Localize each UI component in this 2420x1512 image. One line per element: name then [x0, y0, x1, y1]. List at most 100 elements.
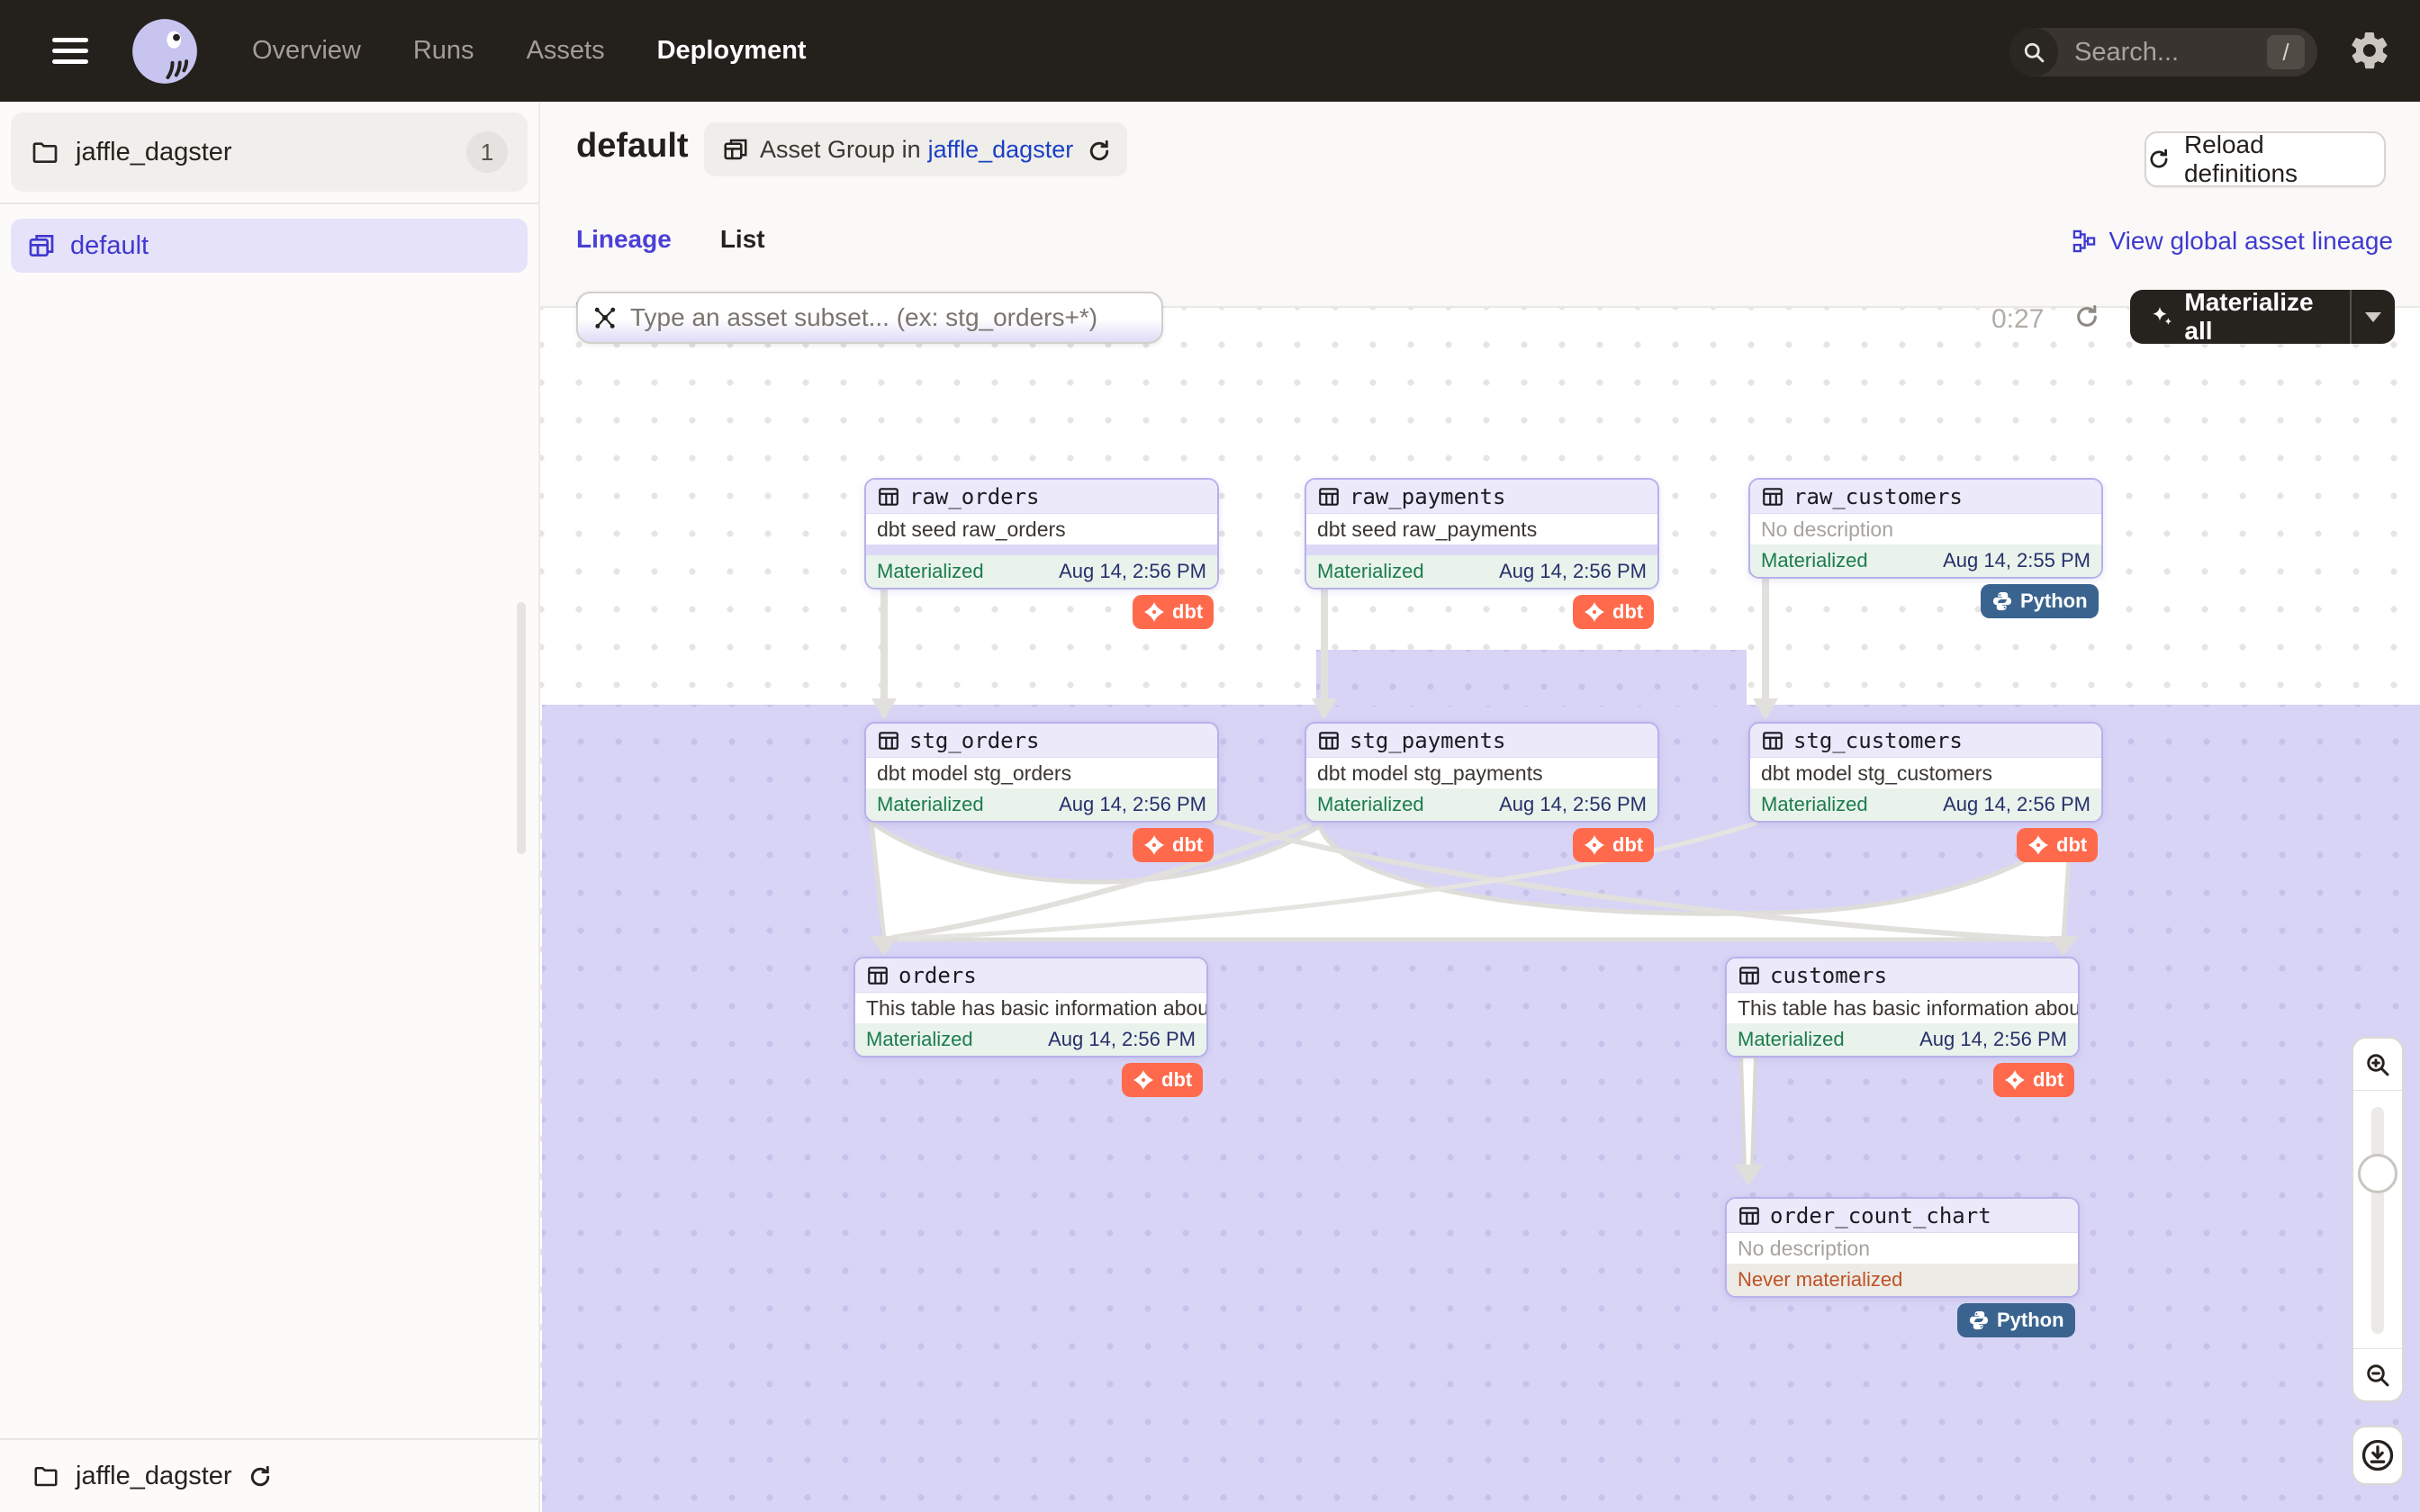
- reload-definitions-button[interactable]: Reload definitions: [2145, 130, 2386, 187]
- table-icon: [1763, 487, 1783, 506]
- status-timestamp[interactable]: Aug 14, 2:56 PM: [1059, 560, 1206, 582]
- sidebar-footer: jaffle_dagster: [0, 1438, 538, 1512]
- dagster-logo[interactable]: [128, 14, 202, 88]
- asset-node-orders[interactable]: orders This table has basic information a…: [853, 957, 1208, 1058]
- zoom-slider[interactable]: [2371, 1107, 2384, 1334]
- asset-filter-input[interactable]: Type an asset subset... (ex: stg_orders+…: [576, 292, 1163, 344]
- tab-list[interactable]: List: [719, 225, 765, 253]
- asset-description: dbt model stg_customers: [1761, 761, 1992, 785]
- menu-icon[interactable]: [52, 32, 88, 70]
- status-timestamp[interactable]: Aug 14, 2:56 PM: [1499, 560, 1647, 582]
- view-global-asset-lineage-link[interactable]: View global asset lineage: [2072, 227, 2393, 256]
- sidebar-scrollbar-thumb[interactable]: [517, 602, 526, 854]
- status-label: Materialized: [1738, 1028, 1845, 1050]
- kind-tag-dbt[interactable]: dbt: [1122, 1063, 1204, 1097]
- status-label: Materialized: [1761, 549, 1868, 572]
- sidebar-group-label: jaffle_dagster: [76, 137, 232, 166]
- tag-link-jaffle-dagster[interactable]: jaffle_dagster: [927, 135, 1074, 163]
- asset-node-raw_orders[interactable]: raw_orders dbt seed raw_orders Materialize…: [864, 478, 1219, 590]
- refresh-countdown: 0:27: [1991, 304, 2045, 334]
- group-count-badge: 1: [466, 131, 508, 173]
- asset-partition-strip: [1306, 544, 1657, 555]
- asset-description: This table has basic information about .…: [1738, 996, 2078, 1020]
- asset-description: This table has basic information about .…: [866, 996, 1206, 1020]
- kind-tag-dbt[interactable]: dbt: [1993, 1063, 2075, 1097]
- status-label: Materialized: [1317, 560, 1424, 582]
- search-placeholder: Search...: [2074, 37, 2180, 67]
- refresh-icon[interactable]: [247, 1463, 272, 1489]
- kind-tag-python[interactable]: Python: [1981, 584, 2099, 618]
- kind-tag-dbt[interactable]: dbt: [1573, 595, 1655, 629]
- materialize-options-caret[interactable]: [2352, 311, 2395, 322]
- asset-node-header: order_count_chart: [1727, 1199, 2078, 1233]
- dbt-logo-icon: [2028, 835, 2048, 855]
- asset-name: stg_orders: [909, 727, 1040, 753]
- asset-node-order_count_chart[interactable]: order_count_chart No description Never mat…: [1725, 1197, 2080, 1298]
- kind-tag-dbt[interactable]: dbt: [1573, 828, 1655, 862]
- search-input[interactable]: Search... /: [2009, 28, 2317, 76]
- group-selection-notch: [1316, 650, 1747, 706]
- tab-lineage[interactable]: Lineage: [576, 225, 672, 253]
- asset-partition-strip: [866, 544, 1217, 555]
- download-graph-button[interactable]: [2352, 1426, 2404, 1485]
- lineage-canvas[interactable]: raw_orders dbt seed raw_orders Materialize…: [540, 308, 2420, 1512]
- countdown-refresh-icon[interactable]: [2072, 302, 2101, 331]
- status-timestamp[interactable]: Aug 14, 2:55 PM: [1943, 549, 2090, 572]
- status-timestamp[interactable]: Aug 14, 2:56 PM: [1048, 1028, 1196, 1050]
- sidebar-item-default[interactable]: default: [11, 219, 528, 273]
- asset-name: raw_orders: [909, 483, 1040, 509]
- sidebar: jaffle_dagster 1 default jaffle_dagster: [0, 102, 540, 1512]
- asset-name: stg_customers: [1793, 727, 1963, 753]
- materialize-all-button[interactable]: Materialize all: [2130, 288, 2395, 346]
- status-timestamp[interactable]: Aug 14, 2:56 PM: [1943, 793, 2090, 815]
- asset-status-row: Materialized Aug 14, 2:55 PM: [1750, 544, 2101, 577]
- table-icon: [879, 487, 898, 506]
- asset-node-stg_orders[interactable]: stg_orders dbt model stg_orders Materializ…: [864, 722, 1219, 823]
- kind-tag-dbt[interactable]: dbt: [2017, 828, 2099, 862]
- asset-name: customers: [1770, 962, 1888, 988]
- zoom-slider-handle[interactable]: [2358, 1154, 2397, 1193]
- nav-item-overview[interactable]: Overview: [252, 36, 361, 65]
- kind-tag-label: Python: [2020, 590, 2088, 612]
- asset-node-header: raw_orders: [866, 480, 1217, 514]
- asset-node-raw_payments[interactable]: raw_payments dbt seed raw_payments Materia…: [1305, 478, 1659, 590]
- kind-tag-dbt[interactable]: dbt: [1133, 828, 1215, 862]
- asset-node-customers[interactable]: customers This table has basic informatio…: [1725, 957, 2080, 1058]
- asset-node-header: stg_customers: [1750, 724, 2101, 758]
- nav-item-deployment[interactable]: Deployment: [656, 36, 807, 65]
- kind-tag-label: dbt: [1612, 833, 1644, 856]
- view-tabs: Lineage List: [576, 225, 765, 254]
- dbt-logo-icon: [1133, 1070, 1153, 1090]
- status-timestamp[interactable]: Aug 14, 2:56 PM: [1059, 793, 1206, 815]
- asset-description: dbt seed raw_payments: [1317, 518, 1538, 541]
- settings-gear-icon[interactable]: [2348, 29, 2391, 72]
- reload-definitions-label: Reload definitions: [2183, 130, 2298, 187]
- kind-tag-label: dbt: [1172, 600, 1204, 623]
- asset-node-stg_payments[interactable]: stg_payments dbt model stg_payments Materi…: [1305, 722, 1659, 823]
- asset-description: No description: [1738, 1237, 1871, 1260]
- asset-node-header: raw_customers: [1750, 480, 2101, 514]
- materialize-all-main[interactable]: Materialize all: [2130, 288, 2350, 346]
- kind-tag-label: dbt: [1161, 1068, 1193, 1091]
- nav-item-runs[interactable]: Runs: [412, 36, 474, 65]
- nav-item-assets[interactable]: Assets: [526, 36, 605, 65]
- zoom-out-button[interactable]: [2353, 1348, 2402, 1400]
- sidebar-group-jaffle-dagster[interactable]: jaffle_dagster 1: [11, 112, 528, 192]
- asset-node-raw_customers[interactable]: raw_customers No description Materialized A…: [1748, 478, 2103, 579]
- status-label: Materialized: [1317, 793, 1424, 815]
- asset-node-header: stg_payments: [1306, 724, 1657, 758]
- kind-tag-python[interactable]: Python: [1957, 1303, 2075, 1337]
- asset-status-row: Materialized Aug 14, 2:56 PM: [1306, 788, 1657, 821]
- status-timestamp[interactable]: Aug 14, 2:56 PM: [1919, 1028, 2067, 1050]
- filter-placeholder: Type an asset subset... (ex: stg_orders+…: [630, 303, 1098, 331]
- asset-subset-icon: [594, 307, 616, 328]
- status-timestamp[interactable]: Aug 14, 2:56 PM: [1499, 793, 1647, 815]
- status-label: Materialized: [1761, 793, 1868, 815]
- tag-refresh-icon[interactable]: [1086, 138, 1109, 161]
- group-selection-region: [542, 705, 2420, 1512]
- global-link-label: View global asset lineage: [2108, 227, 2393, 255]
- zoom-in-button[interactable]: [2353, 1039, 2402, 1091]
- kind-tag-dbt[interactable]: dbt: [1133, 595, 1215, 629]
- asset-node-header: stg_orders: [866, 724, 1217, 758]
